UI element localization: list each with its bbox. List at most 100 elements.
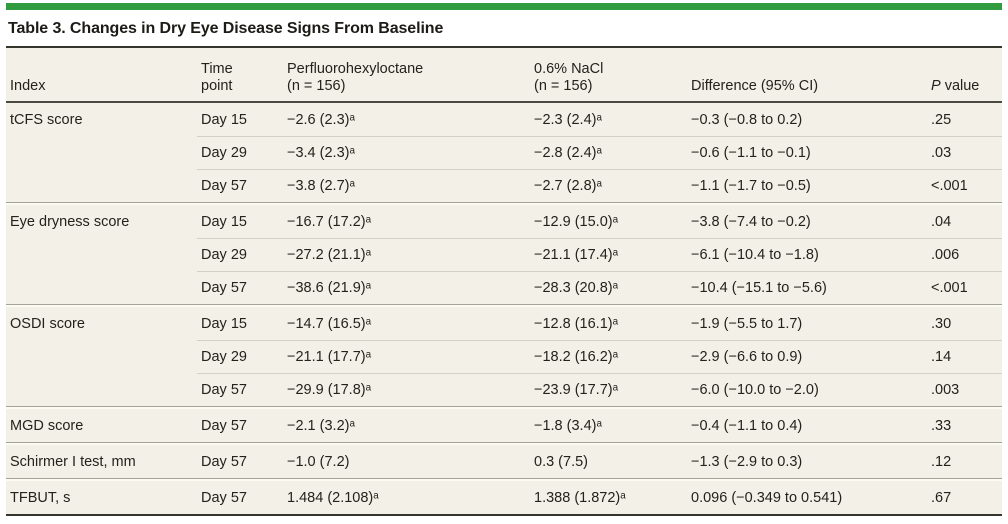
cell-time-point: Day 29 [197, 340, 283, 373]
cell-perfluorohexyloctane: −14.7 (16.5)ᵃ [287, 315, 371, 332]
cell-perfluorohexyloctane: −16.7 (17.2)ᵃ [287, 213, 371, 230]
table-row: tCFS score Day 15 −2.6 (2.3)ᵃ −2.3 (2.4)ᵃ −0… [6, 103, 1002, 136]
cell-index [6, 169, 197, 202]
header-time-point: Time point [197, 61, 283, 95]
cell-difference: −1.1 (−1.7 to −0.5) [687, 169, 927, 202]
index-group: TFBUT, s Day 57 1.484 (2.108)ᵃ 1.388 (1.872… [6, 478, 1002, 514]
cell-time-point: Day 15 [201, 111, 247, 128]
cell-difference: −1.9 (−5.5 to 1.7) [691, 315, 803, 332]
cell-difference: −10.4 (−15.1 to −5.6) [687, 271, 927, 304]
cell-difference: −0.4 (−1.1 to 0.4) [691, 417, 803, 434]
header-nacl-line2: (n = 156) [534, 78, 593, 94]
cell-nacl: −12.9 (15.0)ᵃ [534, 213, 618, 230]
cell-difference: −0.6 (−1.1 to −0.1) [687, 136, 927, 169]
header-p-value: P value [927, 78, 1002, 95]
cell-p-value: .12 [931, 453, 952, 470]
cell-p-value: .67 [931, 489, 952, 506]
cell-index: Eye dryness score [10, 213, 130, 230]
cell-index [6, 238, 197, 271]
cell-perfluorohexyloctane: −1.0 (7.2) [287, 453, 350, 470]
index-group: tCFS score Day 15 −2.6 (2.3)ᵃ −2.3 (2.4)ᵃ −0… [6, 103, 1002, 202]
cell-perfluorohexyloctane: −3.4 (2.3)ᵃ [283, 136, 530, 169]
cell-perfluorohexyloctane: −2.6 (2.3)ᵃ [287, 111, 355, 128]
cell-difference: −2.9 (−6.6 to 0.9) [687, 340, 927, 373]
cell-nacl: −21.1 (17.4)ᵃ [530, 238, 687, 271]
cell-perfluorohexyloctane: −29.9 (17.8)ᵃ [283, 373, 530, 406]
header-p-value-italic-p: P [931, 78, 941, 94]
cell-time-point: Day 29 [197, 136, 283, 169]
cell-nacl: −28.3 (20.8)ᵃ [530, 271, 687, 304]
index-group: MGD score Day 57 −2.1 (3.2)ᵃ −1.8 (3.4)ᵃ −0.… [6, 406, 1002, 442]
cell-time-point: Day 57 [197, 373, 283, 406]
cell-index: TFBUT, s [10, 489, 71, 506]
data-table: Index Time point Perfluorohexyloctane (n… [6, 48, 1002, 516]
cell-nacl: −1.8 (3.4)ᵃ [534, 417, 602, 434]
cell-index [6, 271, 197, 304]
cell-nacl: −2.7 (2.8)ᵃ [530, 169, 687, 202]
table-row: Day 57 −3.8 (2.7)ᵃ −2.7 (2.8)ᵃ −1.1 (−1.7 t… [6, 169, 1002, 202]
table-row: Eye dryness score Day 15 −16.7 (17.2)ᵃ −12.… [6, 203, 1002, 238]
cell-difference: −0.3 (−0.8 to 0.2) [691, 111, 803, 128]
cell-time-point: Day 57 [201, 489, 247, 506]
cell-difference: −1.3 (−2.9 to 0.3) [691, 453, 803, 470]
cell-p-value: <.001 [927, 271, 1002, 304]
cell-nacl: −12.8 (16.1)ᵃ [534, 315, 618, 332]
table-row: OSDI score Day 15 −14.7 (16.5)ᵃ −12.8 (16.1… [6, 305, 1002, 340]
cell-time-point: Day 57 [197, 271, 283, 304]
header-nacl: 0.6% NaCl (n = 156) [530, 61, 687, 95]
cell-perfluorohexyloctane: −2.1 (3.2)ᵃ [287, 417, 355, 434]
cell-index: tCFS score [10, 111, 83, 128]
cell-time-point: Day 57 [201, 417, 247, 434]
header-time-point-line2: point [201, 78, 233, 94]
header-perfluorohexyloctane-line1: Perfluorohexyloctane [287, 61, 424, 77]
header-time-point-line1: Time [201, 61, 233, 77]
table-row: Day 29 −3.4 (2.3)ᵃ −2.8 (2.4)ᵃ −0.6 (−1.1 t… [6, 136, 1002, 169]
cell-p-value: .006 [927, 238, 1002, 271]
index-group: Schirmer I test, mm Day 57 −1.0 (7.2) 0.3 (… [6, 442, 1002, 478]
cell-nacl: −2.3 (2.4)ᵃ [534, 111, 602, 128]
cell-index: OSDI score [10, 315, 85, 332]
cell-p-value: .04 [931, 213, 952, 230]
table-row: Day 57 −29.9 (17.8)ᵃ −23.9 (17.7)ᵃ −6.0 (−1… [6, 373, 1002, 406]
cell-nacl: 1.388 (1.872)ᵃ [534, 489, 626, 506]
cell-p-value: .33 [931, 417, 952, 434]
cell-p-value: .03 [927, 136, 1002, 169]
cell-perfluorohexyloctane: −38.6 (21.9)ᵃ [283, 271, 530, 304]
table-row: Day 29 −27.2 (21.1)ᵃ −21.1 (17.4)ᵃ −6.1 (−1… [6, 238, 1002, 271]
header-difference: Difference (95% CI) [691, 78, 819, 94]
cell-time-point: Day 15 [201, 213, 247, 230]
cell-index: MGD score [10, 417, 84, 434]
table-row: Schirmer I test, mm Day 57 −1.0 (7.2) 0.3 (… [6, 443, 1002, 478]
cell-perfluorohexyloctane: −21.1 (17.7)ᵃ [283, 340, 530, 373]
table-row: MGD score Day 57 −2.1 (3.2)ᵃ −1.8 (3.4)ᵃ −0.… [6, 407, 1002, 442]
cell-difference: −6.0 (−10.0 to −2.0) [687, 373, 927, 406]
table-header-row: Index Time point Perfluorohexyloctane (n… [6, 48, 1002, 103]
table-body: tCFS score Day 15 −2.6 (2.3)ᵃ −2.3 (2.4)ᵃ −0… [6, 103, 1002, 514]
cell-p-value: .14 [927, 340, 1002, 373]
cell-index: Schirmer I test, mm [10, 453, 136, 470]
table-row: Day 57 −38.6 (21.9)ᵃ −28.3 (20.8)ᵃ −10.4 (−… [6, 271, 1002, 304]
cell-index [6, 136, 197, 169]
cell-p-value: .25 [931, 111, 952, 128]
table-row: TFBUT, s Day 57 1.484 (2.108)ᵃ 1.388 (1.872… [6, 479, 1002, 514]
cell-perfluorohexyloctane: −27.2 (21.1)ᵃ [283, 238, 530, 271]
cell-nacl: −18.2 (16.2)ᵃ [530, 340, 687, 373]
cell-time-point: Day 29 [197, 238, 283, 271]
header-perfluorohexyloctane-line2: (n = 156) [287, 78, 346, 94]
table-row: Day 29 −21.1 (17.7)ᵃ −18.2 (16.2)ᵃ −2.9 (−6… [6, 340, 1002, 373]
cell-p-value: .003 [927, 373, 1002, 406]
header-nacl-line1: 0.6% NaCl [534, 61, 604, 77]
index-group: OSDI score Day 15 −14.7 (16.5)ᵃ −12.8 (16.1… [6, 304, 1002, 406]
header-perfluorohexyloctane: Perfluorohexyloctane (n = 156) [283, 61, 530, 95]
cell-p-value: .30 [931, 315, 952, 332]
table-accent-bar [6, 3, 1002, 10]
cell-perfluorohexyloctane: −3.8 (2.7)ᵃ [283, 169, 530, 202]
cell-difference: −3.8 (−7.4 to −0.2) [691, 213, 811, 230]
cell-time-point: Day 57 [201, 453, 247, 470]
cell-time-point: Day 15 [201, 315, 247, 332]
cell-p-value: <.001 [927, 169, 1002, 202]
cell-perfluorohexyloctane: 1.484 (2.108)ᵃ [287, 489, 379, 506]
cell-difference: 0.096 (−0.349 to 0.541) [691, 489, 843, 506]
table-title: Table 3. Changes in Dry Eye Disease Sign… [6, 10, 1002, 48]
